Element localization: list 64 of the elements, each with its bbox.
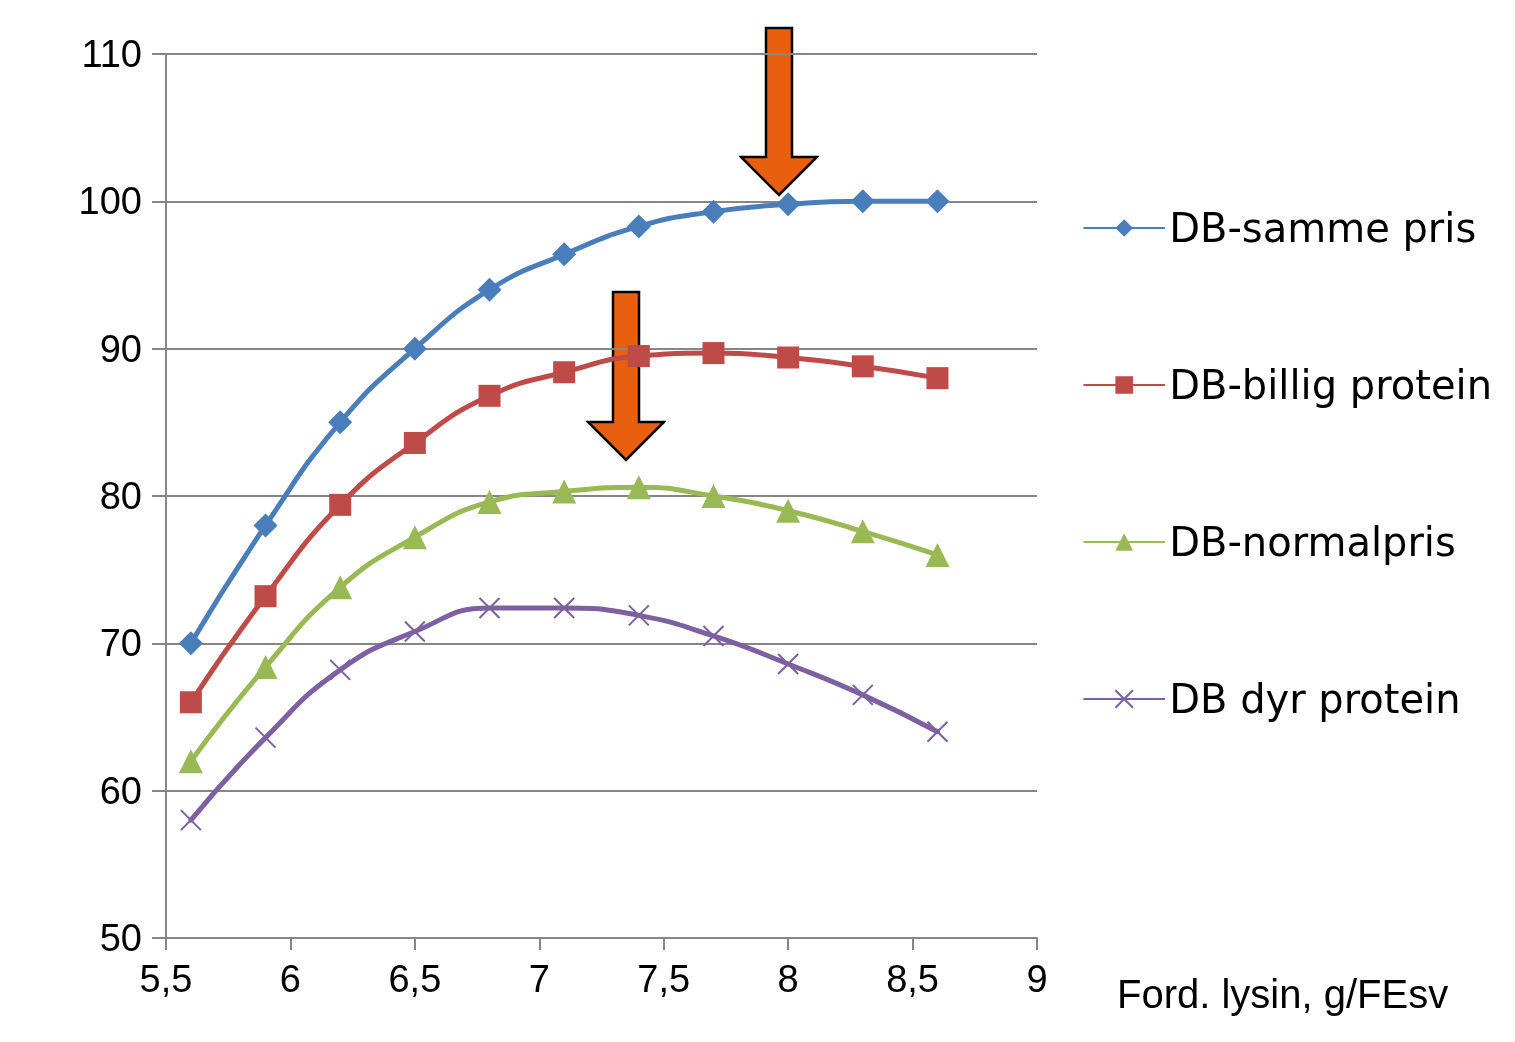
point [627,604,650,627]
point [626,475,651,500]
point [926,367,949,390]
point [178,749,203,774]
point [329,658,352,681]
point [553,361,576,384]
x-tick-label: 8,5 [886,958,939,1000]
point [403,620,426,643]
x-tick-label: 6,5 [388,958,442,1000]
point [926,720,949,743]
x-tick-label: 7 [528,958,550,1000]
point [850,519,875,544]
point [850,189,875,214]
point [702,342,725,365]
legend-label: DB-samme pris [1169,205,1477,251]
legend-label: DB-normalpris [1169,519,1456,565]
point [179,809,202,832]
point [925,189,950,214]
point [925,542,950,567]
point [477,489,502,514]
y-tick-label: 70 [99,622,142,665]
y-tick-label: 80 [99,475,142,517]
point [702,624,725,647]
point [478,384,501,407]
point [328,410,353,435]
point [402,336,427,361]
point [402,525,427,550]
legend-label: DB dyr protein [1169,676,1461,722]
legend-label: DB-billig protein [1169,362,1492,408]
point [851,355,874,378]
x-tick-label: 9 [1026,958,1048,1000]
point [178,631,203,656]
point [776,192,801,217]
point [179,691,202,714]
x-tick-label: 6 [279,958,301,1000]
y-tick-label: 60 [99,769,142,812]
point [478,596,501,619]
x-axis-title: Ford. lysin, g/FEsv [1117,972,1449,1016]
point [701,199,726,224]
y-tick-label: 50 [99,917,142,959]
point [626,214,651,239]
y-tick-label: 100 [78,180,142,223]
point [851,683,874,706]
point [627,345,650,368]
point [552,242,577,267]
x-tick-label: 7,5 [637,958,691,1000]
point [777,652,800,675]
point [253,654,278,679]
point [328,575,353,600]
x-tick-label: 8 [777,958,799,1000]
x-tick-label: 5,5 [139,958,193,1000]
point [329,493,352,516]
point [776,498,801,523]
point [253,513,278,538]
y-tick-label: 90 [99,327,142,370]
point [477,277,502,302]
point [553,596,576,619]
point [552,479,577,504]
point [254,726,277,749]
point [701,484,726,508]
point [403,431,426,454]
point [777,346,800,369]
point [254,585,277,608]
y-tick-label: 110 [81,33,142,75]
